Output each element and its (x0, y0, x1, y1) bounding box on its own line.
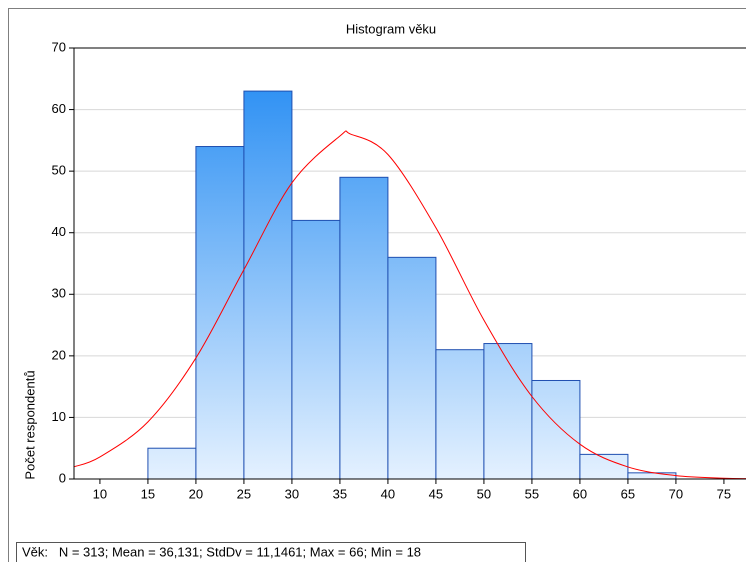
chart-frame (8, 8, 746, 562)
y-tick-label: 30 (52, 286, 66, 301)
bar (339, 176, 389, 480)
note: Věk: N = 313; Mean = 36,131; StdDv = 11,… (22, 544, 421, 559)
y-tick-label: 60 (52, 101, 66, 116)
x-tick-label: 25 (237, 486, 251, 501)
x-tick-label: 15 (141, 486, 155, 501)
bar (531, 379, 581, 480)
bar (147, 447, 197, 480)
bar (483, 343, 533, 480)
x-tick-label: 45 (429, 486, 443, 501)
y-tick-label: 40 (52, 224, 66, 239)
y-tick-label: 10 (52, 409, 66, 424)
plot-area: 0 10 20 30 40 50 60 70 10 15 20 25 30 35 40 45 50 55 60 65 7… (52, 39, 746, 501)
y-tick-label: 50 (52, 163, 66, 178)
y-tick-label: 0 (59, 470, 66, 485)
fit-curve (74, 130, 746, 480)
bar (627, 472, 677, 480)
x-tick-label: 60 (573, 486, 587, 501)
x-tick-label: 50 (477, 486, 491, 501)
y-axis-label: Počet respondentů (22, 370, 37, 479)
x-tick-label: 65 (621, 486, 635, 501)
note-box (16, 542, 526, 562)
x-tick-label: 55 (525, 486, 539, 501)
bar (387, 256, 437, 480)
bar (435, 349, 485, 480)
x-tick-label: 75 (717, 486, 731, 501)
bar (195, 146, 245, 480)
x-tick-label: 30 (285, 486, 299, 501)
chart-title: Histogram věku (346, 21, 436, 36)
x-tick-label: 10 (93, 486, 107, 501)
x-tick-label: 70 (669, 486, 683, 501)
bar (243, 90, 293, 480)
x-tick-label: 20 (189, 486, 203, 501)
x-tick-label: 35 (333, 486, 347, 501)
y-tick-label: 20 (52, 347, 66, 362)
y-tick-label: 70 (52, 39, 66, 54)
x-tick-label: 40 (381, 486, 395, 501)
bar (291, 219, 341, 480)
